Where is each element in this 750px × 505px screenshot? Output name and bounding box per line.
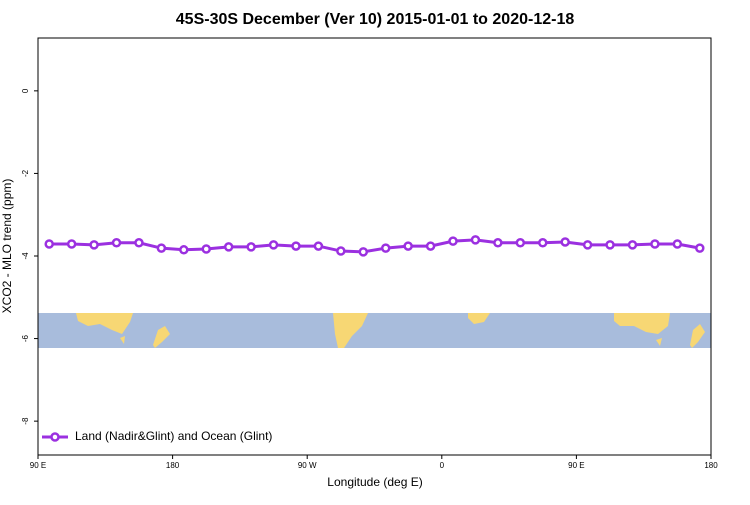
data-point [268,240,279,250]
y-tick-label: -8 [21,417,30,425]
data-point [560,237,570,247]
data-point [336,246,346,256]
y-tick-label: -4 [21,252,30,260]
x-tick-label: 180 [166,461,180,470]
legend-marker [50,432,60,442]
map-land [690,324,705,348]
y-axis-label: XCO2 - MLO trend (ppm) [0,179,14,314]
data-point [246,242,256,252]
data-point [291,241,301,251]
data-point [89,240,99,250]
x-tick-label: 90 E [30,461,46,470]
y-tick-label: 0 [21,88,30,93]
data-point [425,241,436,251]
data-point [672,239,683,249]
map-ocean [38,313,711,348]
data-point [493,238,503,248]
map-land [656,338,662,346]
chart-title: 45S-30S December (Ver 10) 2015-01-01 to … [176,11,575,28]
data-point [627,240,638,250]
y-tick-label: -2 [21,169,30,177]
x-tick-label: 90 W [298,461,317,470]
data-point [66,239,77,249]
data-point [201,244,211,254]
map-land [120,336,125,344]
map-land [333,313,368,348]
map-land [614,313,670,334]
data-point [538,238,548,248]
data-point [134,238,144,248]
map-land [153,326,170,348]
data-point [380,243,391,253]
map-land [76,313,133,334]
data-point [650,239,660,249]
data-point [515,238,526,248]
map-land [468,313,490,324]
x-tick-label: 0 [440,461,445,470]
data-point [582,240,593,250]
legend-label: Land (Nadir&Glint) and Ocean (Glint) [75,429,272,443]
data-point [358,247,369,257]
data-point [695,243,705,253]
data-point [111,238,122,248]
plot-frame [37,37,712,456]
x-tick-label: 180 [704,461,718,470]
data-point [605,240,615,250]
x-axis-label: Longitude (deg E) [327,475,422,489]
data-point [156,243,167,253]
series-line [49,238,701,254]
data-point [470,235,481,245]
y-tick-label: -6 [21,334,30,342]
data-point [403,241,413,251]
data-point [223,242,234,252]
data-point [179,245,189,255]
x-tick-label: 90 E [568,461,584,470]
data-point [448,236,458,246]
data-point [44,239,54,249]
data-point [313,241,324,251]
